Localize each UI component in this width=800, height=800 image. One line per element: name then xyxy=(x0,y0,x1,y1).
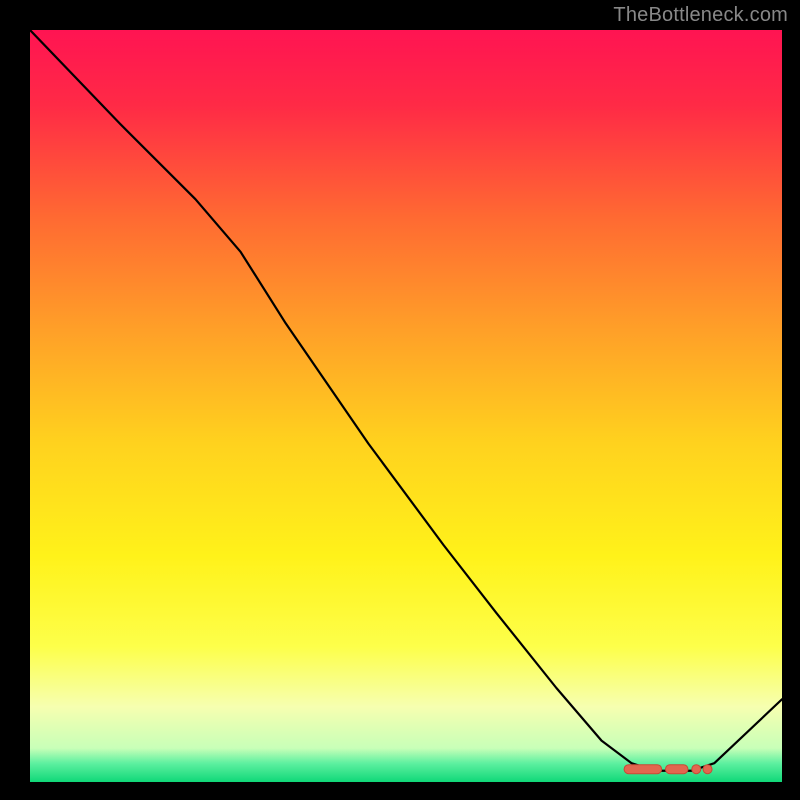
watermark-text: TheBottleneck.com xyxy=(613,4,788,27)
chart-stage: TheBottleneck.com xyxy=(0,0,800,800)
trough-marker xyxy=(692,765,701,774)
trough-marker xyxy=(624,765,662,774)
plot-area xyxy=(30,30,782,782)
curve-line xyxy=(30,30,782,771)
trough-marker xyxy=(665,765,688,774)
trough-marker xyxy=(703,765,712,774)
chart-overlay xyxy=(30,30,782,782)
